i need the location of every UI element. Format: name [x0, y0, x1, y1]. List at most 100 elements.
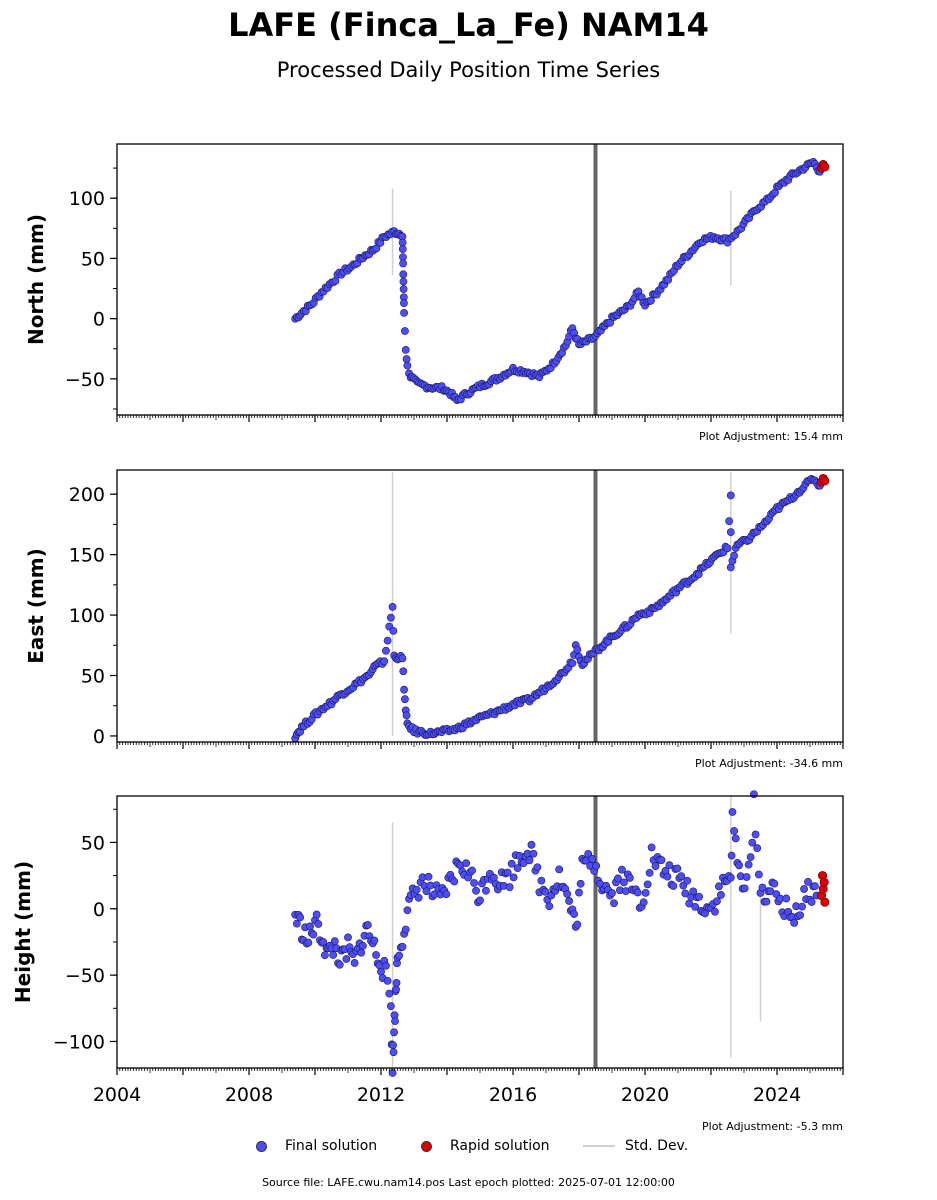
final-solution-point — [513, 864, 522, 872]
final-solution-point — [450, 877, 459, 886]
final-solution-point — [573, 920, 582, 929]
final-solution-point — [744, 860, 753, 869]
final-solution-point — [633, 888, 642, 897]
final-solution-point — [533, 863, 542, 872]
legend-std: Std. Dev. — [583, 1138, 688, 1154]
final-solution-point — [402, 355, 411, 363]
final-solution-point — [651, 862, 660, 870]
y-tick-label: −50 — [65, 369, 105, 391]
final-solution-point — [663, 872, 672, 881]
final-solution-point — [304, 938, 313, 947]
final-solution-point — [725, 517, 734, 526]
final-solution-point — [392, 978, 401, 987]
final-solution-point — [507, 859, 516, 868]
y-axis-label: Height (mm) — [11, 861, 35, 1003]
final-solution-point — [713, 897, 721, 906]
final-solution-point — [395, 951, 404, 960]
final-solution-point — [388, 603, 397, 611]
chart-title: LAFE (Finca_La_Fe) NAM14 — [228, 6, 709, 44]
rapid-solution-point — [820, 897, 830, 907]
final-solution-point — [796, 911, 804, 920]
final-solution-point — [335, 960, 344, 969]
final-solution-point — [392, 985, 400, 994]
final-solution-point — [717, 891, 725, 899]
y-tick-label: 0 — [93, 726, 105, 748]
source-footer: Source file: LAFE.cwu.nam14.pos Last epo… — [262, 1176, 675, 1189]
final-solution-point — [403, 361, 412, 370]
final-solution-point — [576, 879, 585, 888]
final-solution-point — [614, 874, 622, 883]
final-solution-point — [726, 528, 735, 537]
x-tick-label: 2024 — [753, 1084, 801, 1106]
final-solution-point — [319, 938, 328, 946]
y-tick-label: 100 — [69, 605, 105, 627]
final-solution-point — [400, 308, 408, 317]
final-solution-point — [401, 695, 409, 704]
final-solution-point — [390, 1028, 398, 1037]
final-solution-point — [442, 890, 451, 899]
final-solution-point — [723, 544, 732, 553]
final-solution-point — [470, 879, 478, 887]
final-solution-point — [610, 899, 618, 908]
final-solution-point — [388, 1069, 397, 1077]
final-solution-point — [391, 1017, 399, 1026]
final-solution-point — [751, 830, 760, 839]
final-solution-point — [400, 299, 408, 308]
final-solution-point — [482, 886, 490, 895]
final-solution-point — [329, 951, 338, 959]
final-solution-point — [625, 873, 634, 882]
final-solution-point — [811, 882, 819, 891]
final-solution-point — [727, 851, 736, 860]
final-solution-point — [800, 885, 808, 893]
final-solution-point — [573, 645, 582, 654]
final-solution-point — [726, 563, 735, 572]
final-solution-point — [711, 907, 719, 916]
y-tick-label: −50 — [65, 965, 105, 987]
final-solution-point — [476, 896, 484, 905]
rapid-solution-point — [819, 877, 829, 887]
final-solution-point — [389, 626, 398, 635]
x-tick-label: 2012 — [357, 1084, 405, 1106]
final-solution-point — [639, 898, 648, 907]
final-solution-point — [400, 685, 408, 694]
panel-frame — [116, 469, 844, 743]
final-solution-point — [472, 886, 480, 895]
y-tick-label: 0 — [93, 899, 105, 921]
final-solution-point — [525, 856, 534, 865]
final-solution-point — [584, 849, 593, 858]
final-solution-point — [647, 843, 656, 852]
final-solution-point — [399, 270, 408, 279]
chart-subtitle: Processed Daily Position Time Series — [276, 58, 661, 82]
final-solution-point — [592, 861, 601, 870]
final-solution-point — [665, 861, 674, 870]
final-solution-point — [563, 889, 572, 898]
final-solution-point — [647, 296, 655, 305]
final-solution-point — [314, 920, 323, 928]
gap-marker-bar — [593, 470, 598, 742]
final-solution-point — [568, 659, 577, 668]
final-solution-point — [358, 941, 367, 950]
y-tick-label: 50 — [81, 666, 105, 688]
final-solution-point — [357, 948, 366, 957]
final-solution-point — [689, 887, 698, 896]
final-solution-point — [798, 902, 806, 911]
y-tick-label: 0 — [93, 309, 105, 331]
final-solution-point — [350, 959, 359, 967]
final-solution-point — [402, 711, 411, 720]
final-solution-point — [691, 902, 700, 911]
panel-frame — [116, 143, 844, 416]
final-solution-point — [730, 827, 738, 835]
final-solution-point — [386, 613, 395, 622]
final-solution-point — [462, 859, 471, 868]
gap-marker-bar — [593, 796, 598, 1068]
final-solution-point — [296, 913, 305, 922]
final-solution-point — [641, 888, 650, 897]
y-tick-label: −100 — [53, 1031, 105, 1053]
final-solution-point — [422, 887, 431, 896]
final-solution-point — [342, 955, 351, 963]
final-solution-point — [695, 892, 704, 901]
legend-rapid-label: Rapid solution — [450, 1138, 550, 1154]
x-tick-label: 2004 — [93, 1084, 141, 1106]
final-solution-point — [503, 868, 512, 877]
final-solution-point — [468, 866, 476, 875]
